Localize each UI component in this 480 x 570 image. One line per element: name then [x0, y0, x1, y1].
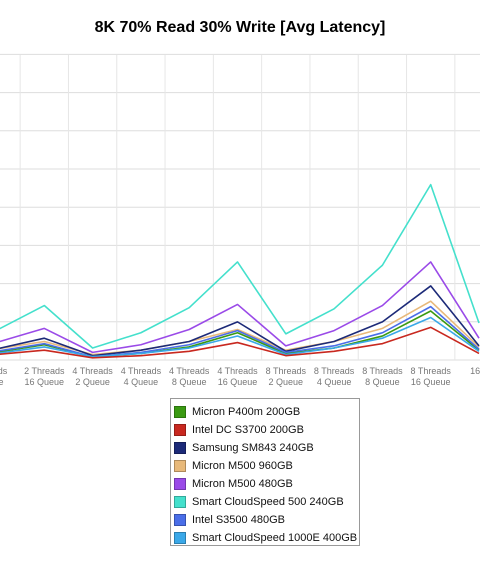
legend-item[interactable]: Smart CloudSpeed 500 240GB: [174, 493, 359, 511]
legend-item[interactable]: Intel DC S3700 200GB: [174, 421, 359, 439]
x-tick-label: 4 Threads: [217, 366, 258, 376]
legend-label: Smart CloudSpeed 1000E 400GB: [192, 532, 358, 544]
legend-swatch: [174, 424, 186, 436]
series-line-1: [0, 326, 480, 359]
legend-label: Intel DC S3700 200GB: [192, 424, 304, 436]
legend-item[interactable]: Intel S3500 480GB: [174, 511, 359, 529]
x-tick-label: 4 Threads: [121, 366, 162, 376]
x-tick-label: 2 Queue: [75, 377, 110, 387]
legend-label: Micron M500 960GB: [192, 460, 293, 472]
x-tick-label: 4 Queue: [124, 377, 159, 387]
legend-swatch: [174, 478, 186, 490]
legend-swatch: [174, 460, 186, 472]
legend-item[interactable]: Micron M500 480GB: [174, 475, 359, 493]
legend-swatch: [174, 442, 186, 454]
x-tick-label: 8 Threads: [266, 366, 307, 376]
x-tick-label: eue: [0, 377, 4, 387]
x-tick-label: 4 Queue: [317, 377, 352, 387]
legend-label: Micron M500 480GB: [192, 478, 293, 490]
legend-label: Samsung SM843 240GB: [192, 442, 314, 454]
x-tick-label: 2 Threads: [24, 366, 65, 376]
series-lines: [0, 183, 480, 359]
legend-label: Micron P400m 200GB: [192, 406, 301, 418]
x-tick-label: 8 Queue: [365, 377, 400, 387]
legend-label: Intel S3500 480GB: [192, 514, 285, 526]
x-tick-label: 4 Threads: [169, 366, 210, 376]
horizontal-gridlines: [0, 53, 480, 361]
legend-item[interactable]: Micron M500 960GB: [174, 457, 359, 475]
x-tick-label: 8 Threads: [314, 366, 355, 376]
series-line-2: [0, 285, 480, 357]
vertical-gridlines: [19, 55, 456, 360]
legend: Micron P400m 200GB Intel DC S3700 200GB Sa…: [170, 398, 360, 546]
legend-item[interactable]: Samsung SM843 240GB: [174, 439, 359, 457]
x-tick-label: reads: [0, 366, 8, 376]
x-tick-label: 8 Threads: [411, 366, 452, 376]
x-tick-label: 16 Queue: [218, 377, 258, 387]
series-line-0: [0, 310, 480, 358]
legend-swatch: [174, 514, 186, 526]
legend-item[interactable]: Smart CloudSpeed 1000E 400GB: [174, 529, 359, 547]
x-tick-label: 2 Queue: [269, 377, 304, 387]
x-tick-label: 16 T: [470, 366, 480, 376]
legend-swatch: [174, 532, 186, 544]
legend-item[interactable]: Micron P400m 200GB: [174, 403, 359, 421]
series-line-6: [0, 305, 480, 358]
legend-swatch: [174, 496, 186, 508]
x-tick-label: 8 Threads: [362, 366, 403, 376]
legend-swatch: [174, 406, 186, 418]
x-tick-label: 8 Queue: [172, 377, 207, 387]
series-line-4: [0, 261, 480, 354]
series-line-5: [0, 183, 480, 349]
chart-title: 8K 70% Read 30% Write [Avg Latency]: [94, 19, 386, 36]
series-line-7: [0, 316, 480, 358]
x-tick-label: 16 Queue: [411, 377, 451, 387]
x-tick-label: 16 Queue: [25, 377, 65, 387]
legend-label: Smart CloudSpeed 500 240GB: [192, 496, 344, 508]
x-tick-label: 4 Threads: [72, 366, 113, 376]
